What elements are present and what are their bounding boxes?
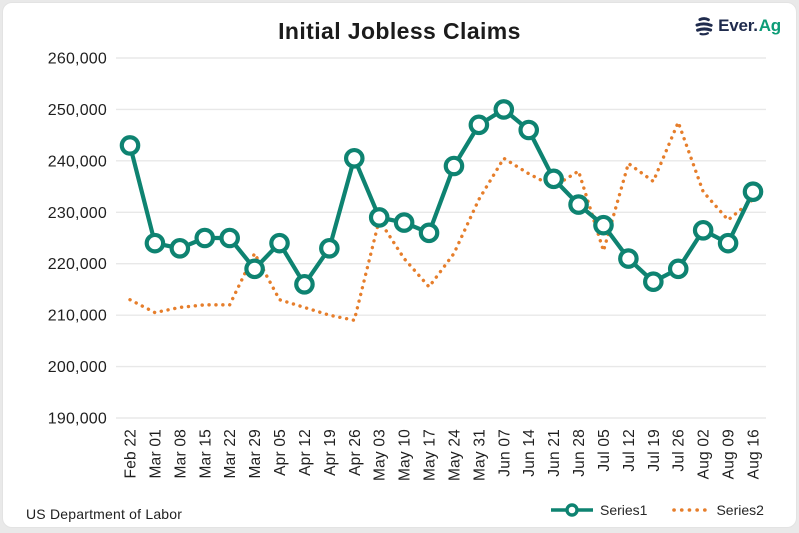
- x-tick-label: Mar 22: [222, 429, 239, 478]
- series1-line: [127, 107, 756, 287]
- x-tick-label: May 31: [471, 429, 488, 481]
- y-tick-label: 200,000: [48, 359, 107, 376]
- series2-legend-marker-icon: [672, 508, 711, 512]
- x-tick-label: Jul 12: [621, 429, 638, 472]
- series2-dotted-line: [128, 117, 755, 323]
- series1-marker: [393, 212, 415, 233]
- x-tick-label: Jun 28: [571, 429, 588, 477]
- legend-label-series2: Series2: [716, 502, 764, 518]
- series1-marker: [244, 258, 265, 280]
- series1-marker: [194, 227, 216, 249]
- x-tick-label: Jun 14: [521, 429, 538, 477]
- x-tick-label: Jun 07: [496, 429, 513, 477]
- series1-legend-marker-icon: [551, 503, 593, 517]
- x-tick-label: Mar 01: [147, 429, 164, 478]
- y-tick-label: 260,000: [48, 51, 107, 68]
- series1-marker: [543, 168, 564, 190]
- series1-marker: [418, 222, 440, 244]
- series1-marker: [343, 147, 365, 169]
- series1-marker: [593, 214, 614, 236]
- logo-brand-prefix: Ever.: [718, 16, 758, 35]
- series1-marker: [294, 273, 315, 295]
- legend-item-series2: Series2: [671, 502, 764, 518]
- x-tick-label: May 17: [422, 429, 439, 481]
- y-tick-label: 220,000: [48, 256, 107, 273]
- x-tick-label: May 24: [446, 429, 463, 481]
- series1-marker: [692, 219, 714, 241]
- x-tick-label: Jun 21: [546, 429, 563, 477]
- y-tick-label: 250,000: [48, 102, 107, 119]
- x-tick-label: Aug 02: [696, 429, 713, 479]
- series1-marker: [742, 181, 764, 203]
- series1-marker: [119, 135, 141, 156]
- x-tick-label: Apr 19: [322, 429, 339, 476]
- x-tick-label: Jul 19: [646, 429, 663, 472]
- series1-marker: [618, 248, 639, 269]
- series1-marker: [667, 258, 689, 280]
- x-tick-label: Jul 26: [671, 429, 688, 472]
- x-tick-label: Jul 05: [596, 429, 613, 472]
- series1-marker: [219, 227, 240, 249]
- series1-marker: [144, 232, 166, 254]
- x-tick-label: May 10: [397, 429, 414, 481]
- x-tick-label: May 03: [372, 429, 389, 481]
- y-tick-label: 190,000: [48, 411, 107, 428]
- source-label: US Department of Labor: [26, 506, 183, 522]
- series1-marker: [443, 155, 465, 177]
- jobless-claims-chart: 260,000 250,000 240,000 230,000 220,000 210,0…: [48, 51, 766, 481]
- y-tick-label: 240,000: [48, 153, 107, 170]
- series1-marker: [269, 232, 290, 254]
- legend-item-series1: Series1: [549, 502, 647, 518]
- x-tick-label: Mar 29: [247, 429, 264, 478]
- y-tick-label: 210,000: [48, 308, 107, 325]
- series1-marker: [493, 99, 515, 120]
- series1-marker: [468, 114, 490, 136]
- x-tick-label: Apr 26: [347, 429, 364, 476]
- x-tick-label: Apr 12: [297, 429, 314, 476]
- x-tick-label: Mar 15: [197, 429, 214, 478]
- x-tick-label: Aug 09: [721, 429, 738, 479]
- series1-marker: [319, 237, 340, 259]
- series1-marker: [518, 119, 540, 141]
- x-tick-label: Feb 22: [123, 429, 140, 478]
- series1-marker: [717, 232, 739, 254]
- chart-legend: Series1 Series2: [549, 502, 764, 518]
- x-tick-label: Aug 16: [746, 429, 763, 479]
- logo-brand-suffix: Ag: [758, 16, 781, 35]
- x-tick-label: Mar 08: [172, 429, 189, 478]
- x-tick-label: Apr 05: [272, 429, 289, 476]
- legend-label-series1: Series1: [600, 502, 648, 518]
- everag-globe-icon: [695, 17, 713, 36]
- chart-title: Initial Jobless Claims: [278, 18, 521, 44]
- everag-logo: Ever. Ag: [693, 15, 781, 37]
- y-tick-label: 230,000: [48, 205, 107, 222]
- series1-marker: [368, 207, 390, 228]
- series1-marker: [568, 194, 589, 215]
- series1-marker: [643, 271, 664, 293]
- series1-marker: [169, 237, 191, 259]
